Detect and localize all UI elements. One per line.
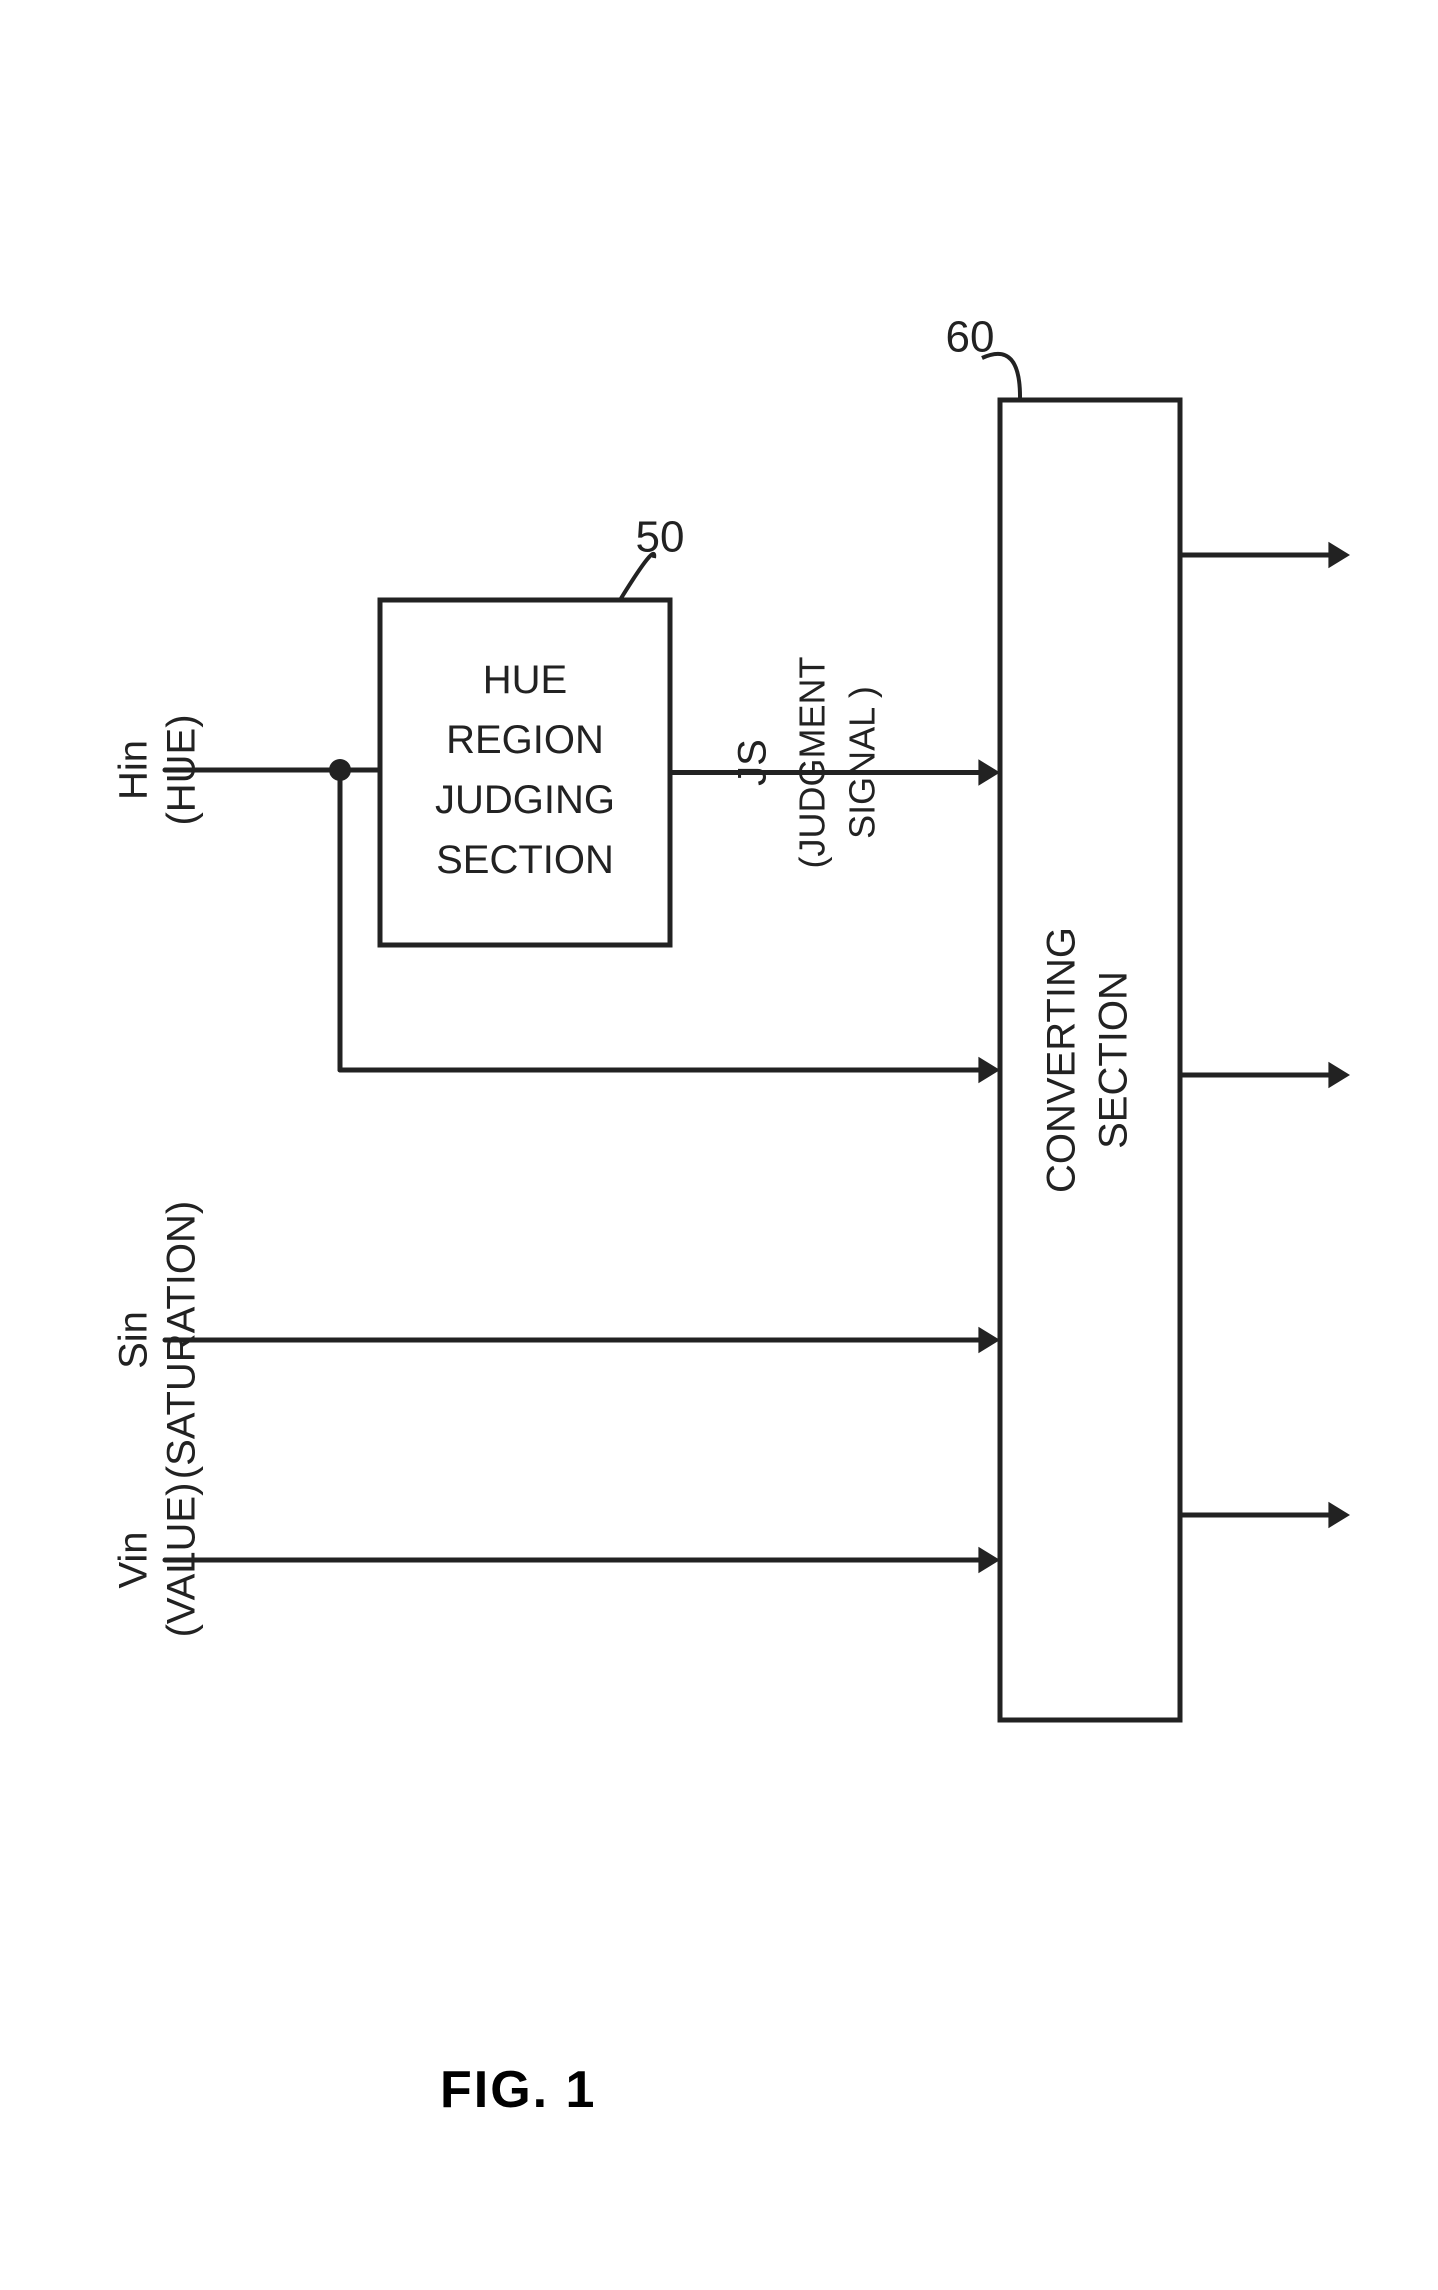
svg-text:SECTION: SECTION — [436, 838, 614, 882]
svg-text:Sin: Sin — [112, 1311, 156, 1369]
svg-text:(JUDGMENT: (JUDGMENT — [792, 657, 833, 869]
svg-text:JS: JS — [731, 739, 775, 786]
svg-text:REGION: REGION — [446, 718, 604, 762]
diagram-svg: HUEREGIONJUDGINGSECTION50CONVERTINGSECTI… — [80, 140, 1360, 1960]
svg-text:Vin: Vin — [112, 1531, 156, 1588]
svg-text:Hin: Hin — [112, 740, 156, 800]
svg-text:SIGNAL ): SIGNAL ) — [842, 686, 883, 839]
svg-text:(SATURATION): (SATURATION) — [160, 1201, 204, 1480]
svg-text:(HUE): (HUE) — [160, 714, 204, 825]
svg-text:JUDGING: JUDGING — [435, 778, 615, 822]
svg-text:50: 50 — [636, 513, 685, 562]
svg-text:(VALUE): (VALUE) — [160, 1483, 204, 1638]
svg-text:CONVERTING: CONVERTING — [1040, 927, 1084, 1193]
block-diagram: HUEREGIONJUDGINGSECTION50CONVERTINGSECTI… — [80, 140, 1360, 1960]
svg-text:HUE: HUE — [483, 658, 567, 702]
svg-text:SECTION: SECTION — [1092, 971, 1136, 1149]
figure-caption: FIG. 1 — [440, 2060, 596, 2120]
